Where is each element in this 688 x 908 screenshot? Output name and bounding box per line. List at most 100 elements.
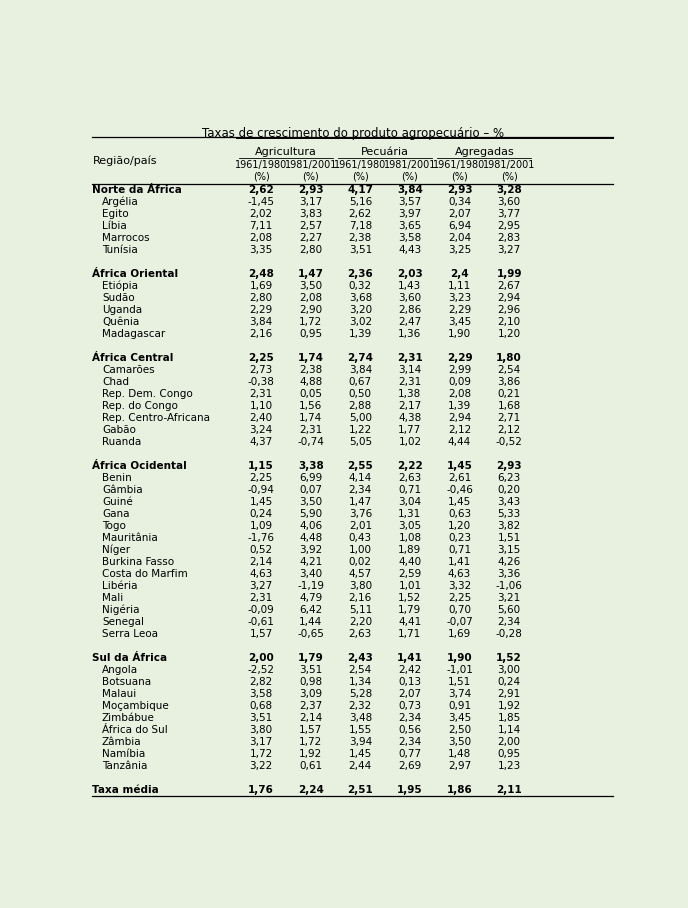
Text: 2,4: 2,4 [450, 269, 469, 279]
Text: 0,43: 0,43 [349, 533, 372, 543]
Text: 1,39: 1,39 [448, 400, 471, 410]
Text: 2,00: 2,00 [497, 736, 521, 746]
Text: 2,08: 2,08 [299, 292, 322, 302]
Text: 1,44: 1,44 [299, 617, 323, 627]
Text: 1,38: 1,38 [398, 389, 422, 399]
Text: 3,38: 3,38 [298, 460, 323, 470]
Text: 1,15: 1,15 [248, 460, 274, 470]
Text: 1981/2001
(%): 1981/2001 (%) [483, 160, 535, 182]
Text: 2,10: 2,10 [497, 317, 521, 327]
Text: -0,28: -0,28 [495, 628, 522, 638]
Text: 5,33: 5,33 [497, 508, 521, 518]
Text: Malaui: Malaui [102, 688, 136, 698]
Text: Pecuária: Pecuária [361, 147, 409, 157]
Text: 2,34: 2,34 [398, 713, 422, 723]
Text: 1,69: 1,69 [250, 281, 272, 291]
Text: Botsuana: Botsuana [102, 676, 151, 686]
Text: 5,11: 5,11 [349, 605, 372, 615]
Text: 3,80: 3,80 [349, 580, 372, 590]
Text: 2,61: 2,61 [448, 473, 471, 483]
Text: Agricultura: Agricultura [255, 147, 317, 157]
Text: 2,63: 2,63 [349, 628, 372, 638]
Text: Moçambique: Moçambique [102, 701, 169, 711]
Text: 3,20: 3,20 [349, 305, 372, 315]
Text: 0,95: 0,95 [299, 329, 322, 339]
Text: 0,71: 0,71 [398, 485, 422, 495]
Text: Mali: Mali [102, 593, 123, 603]
Text: 1,72: 1,72 [299, 736, 323, 746]
Text: 1961/1980
(%): 1961/1980 (%) [334, 160, 387, 182]
Text: 2,48: 2,48 [248, 269, 274, 279]
Text: 0,34: 0,34 [448, 197, 471, 207]
Text: 0,02: 0,02 [349, 557, 372, 567]
Text: -1,06: -1,06 [495, 580, 522, 590]
Text: Egito: Egito [102, 209, 129, 219]
Text: Uganda: Uganda [102, 305, 142, 315]
Text: 1,68: 1,68 [497, 400, 521, 410]
Text: Região/país: Região/país [92, 156, 157, 166]
Text: Costa do Marfim: Costa do Marfim [102, 568, 188, 578]
Text: -1,45: -1,45 [248, 197, 275, 207]
Text: 3,05: 3,05 [398, 520, 422, 530]
Text: Agregadas: Agregadas [455, 147, 514, 157]
Text: 2,12: 2,12 [497, 425, 521, 435]
Text: 3,51: 3,51 [299, 665, 323, 675]
Text: 2,37: 2,37 [299, 701, 323, 711]
Text: 1,47: 1,47 [298, 269, 324, 279]
Text: 2,94: 2,94 [448, 412, 471, 423]
Text: 2,38: 2,38 [349, 232, 372, 242]
Text: 3,68: 3,68 [349, 292, 372, 302]
Text: 3,32: 3,32 [448, 580, 471, 590]
Text: Libéria: Libéria [102, 580, 138, 590]
Text: 3,60: 3,60 [398, 292, 422, 302]
Text: Gâmbia: Gâmbia [102, 485, 142, 495]
Text: 3,28: 3,28 [496, 184, 522, 195]
Text: 0,23: 0,23 [448, 533, 471, 543]
Text: 2,07: 2,07 [448, 209, 471, 219]
Text: 2,31: 2,31 [250, 593, 272, 603]
Text: 0,67: 0,67 [349, 377, 372, 387]
Text: 2,12: 2,12 [448, 425, 471, 435]
Text: 0,20: 0,20 [497, 485, 521, 495]
Text: 2,50: 2,50 [448, 725, 471, 735]
Text: 3,50: 3,50 [299, 281, 322, 291]
Text: 3,43: 3,43 [497, 497, 521, 507]
Text: 1,11: 1,11 [448, 281, 471, 291]
Text: 2,99: 2,99 [448, 365, 471, 375]
Text: Guiné: Guiné [102, 497, 133, 507]
Text: 2,03: 2,03 [397, 269, 423, 279]
Text: 1,92: 1,92 [497, 701, 521, 711]
Text: Nigéria: Nigéria [102, 605, 140, 615]
Text: 2,25: 2,25 [248, 352, 274, 362]
Text: África do Sul: África do Sul [102, 725, 168, 735]
Text: 2,94: 2,94 [497, 292, 521, 302]
Text: 2,40: 2,40 [250, 412, 272, 423]
Text: 1,80: 1,80 [496, 352, 522, 362]
Text: 3,86: 3,86 [497, 377, 521, 387]
Text: Sudão: Sudão [102, 292, 135, 302]
Text: 2,73: 2,73 [250, 365, 272, 375]
Text: -1,76: -1,76 [248, 533, 275, 543]
Text: 2,62: 2,62 [349, 209, 372, 219]
Text: 2,08: 2,08 [250, 232, 272, 242]
Text: 2,34: 2,34 [349, 485, 372, 495]
Text: 4,40: 4,40 [398, 557, 422, 567]
Text: 3,65: 3,65 [398, 221, 422, 231]
Text: 1,76: 1,76 [248, 785, 274, 794]
Text: 0,73: 0,73 [398, 701, 422, 711]
Text: 2,29: 2,29 [447, 352, 473, 362]
Text: 2,43: 2,43 [347, 653, 374, 663]
Text: 1,36: 1,36 [398, 329, 422, 339]
Text: 5,00: 5,00 [349, 412, 372, 423]
Text: 2,57: 2,57 [299, 221, 323, 231]
Text: 2,31: 2,31 [397, 352, 423, 362]
Text: 5,05: 5,05 [349, 437, 372, 447]
Text: 2,34: 2,34 [398, 736, 422, 746]
Text: 1,89: 1,89 [398, 545, 422, 555]
Text: África Ocidental: África Ocidental [92, 460, 187, 470]
Text: 1,43: 1,43 [398, 281, 422, 291]
Text: 1,41: 1,41 [448, 557, 471, 567]
Text: 3,58: 3,58 [398, 232, 422, 242]
Text: Quênia: Quênia [102, 317, 139, 327]
Text: 2,04: 2,04 [448, 232, 471, 242]
